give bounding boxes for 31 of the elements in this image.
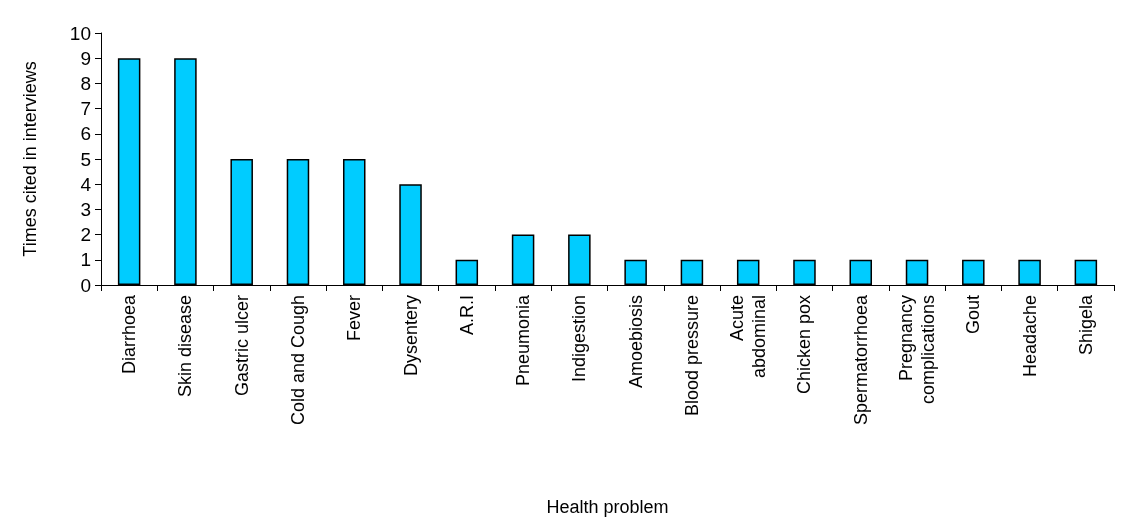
- x-axis-title: Health problem: [546, 497, 669, 517]
- y-tick-label: 9: [80, 47, 91, 69]
- x-tick-label: Pregnancy complications: [896, 295, 939, 405]
- y-tick-label: 4: [80, 173, 92, 195]
- x-tick-label: Indigestion: [569, 295, 590, 383]
- y-tick-label: 10: [69, 22, 91, 44]
- x-tick-label: A.R.I: [456, 295, 477, 336]
- x-tick-label: Skin disease: [175, 295, 196, 398]
- y-axis-title: Times cited in interviews: [20, 61, 40, 257]
- x-tick-label: Pneumonia: [513, 294, 534, 387]
- x-tick-label: Diarrhoea: [119, 294, 140, 375]
- x-tick-label: Blood pressure: [681, 295, 702, 417]
- y-tick-label: 0: [80, 274, 91, 296]
- x-tick-label: Spermatorrhoea: [850, 294, 871, 426]
- x-tick-label: Gout: [963, 295, 984, 335]
- y-tick-label: 6: [80, 123, 91, 145]
- x-tick-label: Chicken pox: [794, 295, 815, 395]
- y-tick-label: 3: [80, 198, 91, 220]
- x-tick-label: Cold and Cough: [287, 295, 308, 426]
- x-tick-label: Acute abdominal: [727, 295, 770, 379]
- x-tick-label: Shigela: [1075, 294, 1096, 356]
- y-tick-label: 5: [80, 148, 91, 170]
- x-tick-label: Amoebiosis: [625, 295, 646, 389]
- x-tick-label: Gastric ulcer: [231, 295, 252, 397]
- y-tick-label: 8: [80, 72, 91, 94]
- y-tick-label: 2: [80, 224, 91, 246]
- y-tick-label: 1: [80, 249, 91, 271]
- x-tick-label: Dysentery: [400, 295, 421, 377]
- x-tick-label: Fever: [344, 295, 365, 342]
- y-tick-label: 7: [80, 98, 91, 120]
- x-tick-label: Headache: [1019, 295, 1040, 378]
